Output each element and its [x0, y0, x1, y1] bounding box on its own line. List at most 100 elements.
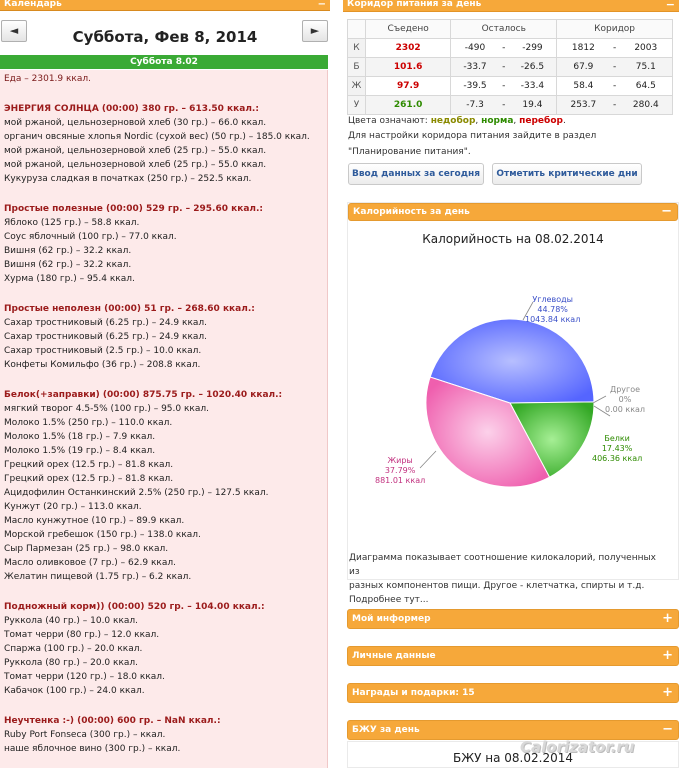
panel-bju[interactable]: БЖУ за день − [347, 720, 679, 740]
corridor-range-from: 67.9 [556, 57, 610, 77]
corridor-remaining-to: 19.4 [508, 95, 558, 115]
next-day-button[interactable]: ► [302, 20, 328, 42]
meal-gap [4, 698, 327, 714]
panel-awards-label: Награды и подарки: 15 [352, 688, 475, 698]
pie-label-fat: Жиры 37.79% 881.01 ккал [375, 456, 425, 486]
collapse-icon[interactable]: − [665, 0, 675, 11]
calories-panel: Калорийность за день − [347, 202, 679, 580]
meal-title[interactable]: ЭНЕРГИЯ СОЛНЦА (00:00) 380 гр. – 613.50 … [4, 104, 259, 114]
pie-label-fat-value: 881.01 ккал [375, 476, 426, 485]
food-item[interactable]: Молоко 1.5% (19 гр.) – 8.4 ккал. [4, 446, 156, 456]
corridor-dash: - [609, 57, 620, 77]
food-item[interactable]: органич овсяные хлопья Nordic (сухой вес… [4, 132, 310, 142]
panel-personal-data[interactable]: Личные данные + [347, 646, 679, 666]
food-item[interactable]: Томат черри (80 гр.) – 12.0 ккал. [4, 630, 160, 640]
prev-day-button[interactable]: ◄ [1, 20, 27, 42]
pie-label-carbs: Углеводы 44.78% 1043.84 ккал [525, 295, 580, 325]
corridor-dash: - [498, 76, 509, 96]
panel-my-informer[interactable]: Мой информер + [347, 609, 679, 629]
food-item[interactable]: Сахар тростниковый (6.25 гр.) – 24.9 кка… [4, 318, 208, 328]
food-item[interactable]: мой ржаной, цельнозерновой хлеб (25 гр.)… [4, 146, 267, 156]
food-item[interactable]: мой ржаной, цельнозерновой хлеб (25 гр.)… [4, 160, 267, 170]
pie-slice-protein[interactable] [509, 401, 595, 478]
calories-panel-header[interactable]: Калорийность за день − [348, 203, 678, 221]
food-item[interactable]: Желатин пищевой (1.75 гр.) – 6.2 ккал. [4, 572, 192, 582]
meal-title[interactable]: Неучтенка :-) (00:00) 600 гр. – NaN ккал… [4, 716, 221, 726]
corridor-row-label: Б [347, 57, 366, 77]
food-item[interactable]: мягкий творог 4.5-5% (100 гр.) – 95.0 кк… [4, 404, 209, 414]
food-item[interactable]: Сахар тростниковый (6.25 гр.) – 24.9 кка… [4, 332, 208, 342]
pie-label-other-percent: 0% [618, 395, 632, 404]
meal-title[interactable]: Белок(+заправки) (00:00) 875.75 гр. – 10… [4, 390, 283, 400]
food-item[interactable]: Грецкий орех (12.5 гр.) – 81.8 ккал. [4, 474, 174, 484]
food-item[interactable]: Кукуруза сладкая в початках (250 гр.) – … [4, 174, 252, 184]
expand-icon[interactable]: + [662, 611, 673, 626]
food-item[interactable]: Масло кунжутное (10 гр.) – 89.9 ккал. [4, 516, 185, 526]
corridor-row: У 261.0 -7.3-19.4 253.7-280.4 [347, 95, 673, 115]
food-item[interactable]: Томат черри (120 гр.) – 18.0 ккал. [4, 672, 165, 682]
corridor-row: К 2302 -490- -299 1812-2003 [347, 38, 673, 58]
food-item[interactable]: Спаржа (100 гр.) – 20.0 ккал. [4, 644, 143, 654]
info-column: Коридор питания за день − Съедено Остало… [343, 0, 679, 768]
food-item[interactable]: Руккола (40 гр.) – 10.0 ккал. [4, 616, 139, 626]
food-item[interactable]: Вишня (62 гр.) – 32.2 ккал. [4, 246, 132, 256]
corridor-remaining-from: -7.3 [450, 95, 499, 115]
food-item[interactable]: Сахар тростниковый (2.5 гр.) – 10.0 ккал… [4, 346, 202, 356]
food-item[interactable]: Ацидофилин Останкинский 2.5% (250 гр.) –… [4, 488, 269, 498]
legend-sep: , [513, 116, 517, 126]
pie-slice-fat[interactable] [425, 376, 551, 488]
corridor-row-label: У [347, 95, 366, 115]
corridor-header[interactable]: Коридор питания за день − [343, 0, 679, 12]
food-item[interactable]: Соус яблочный (100 гр.) – 77.0 ккал. [4, 232, 177, 242]
food-item[interactable]: Хурма (180 гр.) – 95.4 ккал. [4, 274, 135, 284]
food-item[interactable]: Яблоко (125 гр.) – 58.8 ккал. [4, 218, 140, 228]
pie-leader-carbs [522, 301, 534, 321]
chart-more-link[interactable]: Подробнее тут... [349, 595, 429, 605]
meal-title[interactable]: Подножный корм)) (00:00) 520 гр. – 104.0… [4, 602, 265, 612]
corridor-row-label: Ж [347, 76, 366, 96]
corridor-table: Съедено Осталось Коридор К 2302 -490- -299 1… [347, 19, 673, 115]
collapse-icon[interactable]: − [317, 0, 326, 10]
panel-bju-label: БЖУ за день [352, 725, 420, 735]
meal-title[interactable]: Простые полезные (00:00) 529 гр. – 295.6… [4, 204, 264, 214]
corridor-eaten: 2302 [364, 38, 452, 58]
settings-link[interactable]: "Планирование питания". [348, 147, 471, 157]
corridor-dash: - [498, 57, 509, 77]
corridor-eaten: 101.6 [364, 57, 452, 77]
pie-label-protein-name: Белки [604, 434, 630, 443]
calendar-header[interactable]: Календарь − [0, 0, 330, 11]
collapse-icon[interactable]: − [662, 722, 673, 737]
collapse-icon[interactable]: − [661, 204, 672, 219]
food-item[interactable]: Сыр Пармезан (25 гр.) – 98.0 ккал. [4, 544, 169, 554]
pie-slice-carbs[interactable] [429, 318, 595, 404]
food-item[interactable]: мой ржаной, цельнозерновой хлеб (30 гр.)… [4, 118, 267, 128]
expand-icon[interactable]: + [662, 685, 673, 700]
food-item[interactable]: наше яблочное вино (300 гр.) – ккал. [4, 744, 181, 754]
food-item[interactable]: Кунжут (20 гр.) – 113.0 ккал. [4, 502, 142, 512]
mark-critical-days-button[interactable]: Отметить критические дни [492, 163, 642, 185]
legend-end: . [562, 116, 566, 126]
corridor-range-to: 280.4 [619, 95, 673, 115]
expand-icon[interactable]: + [662, 648, 673, 663]
pie-label-protein-percent: 17.43% [601, 444, 633, 453]
panel-awards[interactable]: Награды и подарки: 15 + [347, 683, 679, 703]
enter-today-button[interactable]: Ввод данных за сегодня [348, 163, 484, 185]
meal-title[interactable]: Простые неполезн (00:00) 51 гр. – 268.60… [4, 304, 255, 314]
food-item[interactable]: Масло оливковое (7 гр.) – 62.9 ккал. [4, 558, 176, 568]
meal-gap [4, 286, 327, 302]
corridor-range-to: 75.1 [619, 57, 673, 77]
meal-gap [4, 186, 327, 202]
food-item[interactable]: Конфеты Комильфо (36 гр.) – 208.8 ккал. [4, 360, 201, 370]
chart-title: Калорийность на 08.02.2014 [422, 232, 604, 246]
corridor-range-from: 1812 [556, 38, 610, 58]
food-item[interactable]: Молоко 1.5% (18 гр.) – 7.9 ккал. [4, 432, 156, 442]
legend-prefix: Цвета означают: [348, 116, 428, 126]
food-item[interactable]: Морской гребешок (150 гр.) – 138.0 ккал. [4, 530, 201, 540]
settings-hint: Для настройки коридора питания зайдите в… [348, 131, 597, 141]
food-item[interactable]: Ruby Port Fonseca (300 гр.) – ккал. [4, 730, 166, 740]
food-item[interactable]: Молоко 1.5% (250 гр.) – 110.0 ккал. [4, 418, 173, 428]
food-item[interactable]: Вишня (62 гр.) – 32.2 ккал. [4, 260, 132, 270]
food-item[interactable]: Грецкий орех (12.5 гр.) – 81.8 ккал. [4, 460, 174, 470]
food-item[interactable]: Кабачок (100 гр.) – 24.0 ккал. [4, 686, 145, 696]
food-item[interactable]: Руккола (80 гр.) – 20.0 ккал. [4, 658, 139, 668]
